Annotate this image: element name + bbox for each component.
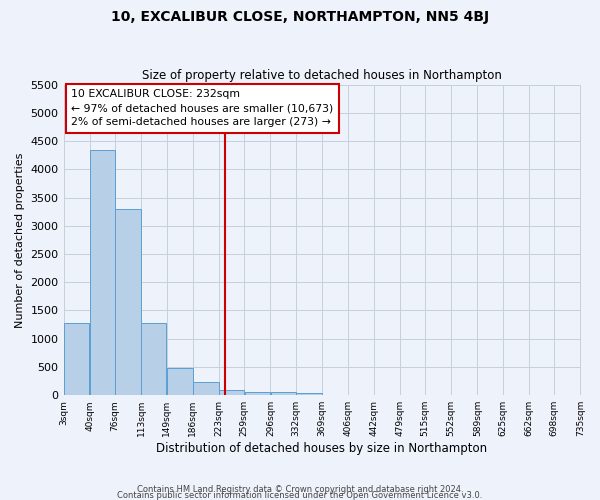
- Y-axis label: Number of detached properties: Number of detached properties: [15, 152, 25, 328]
- Bar: [245, 392, 270, 395]
- Text: Contains HM Land Registry data © Crown copyright and database right 2024.: Contains HM Land Registry data © Crown c…: [137, 485, 463, 494]
- Bar: [64, 324, 89, 395]
- Bar: [115, 210, 141, 395]
- Bar: [219, 390, 244, 395]
- Bar: [193, 382, 218, 395]
- Bar: [296, 393, 322, 395]
- Text: 10, EXCALIBUR CLOSE, NORTHAMPTON, NN5 4BJ: 10, EXCALIBUR CLOSE, NORTHAMPTON, NN5 4B…: [111, 10, 489, 24]
- Text: Contains public sector information licensed under the Open Government Licence v3: Contains public sector information licen…: [118, 490, 482, 500]
- Bar: [90, 150, 115, 395]
- Bar: [167, 368, 193, 395]
- X-axis label: Distribution of detached houses by size in Northampton: Distribution of detached houses by size …: [157, 442, 488, 455]
- Text: 10 EXCALIBUR CLOSE: 232sqm
← 97% of detached houses are smaller (10,673)
2% of s: 10 EXCALIBUR CLOSE: 232sqm ← 97% of deta…: [71, 89, 334, 127]
- Bar: [142, 323, 166, 395]
- Title: Size of property relative to detached houses in Northampton: Size of property relative to detached ho…: [142, 69, 502, 82]
- Bar: [271, 392, 296, 395]
